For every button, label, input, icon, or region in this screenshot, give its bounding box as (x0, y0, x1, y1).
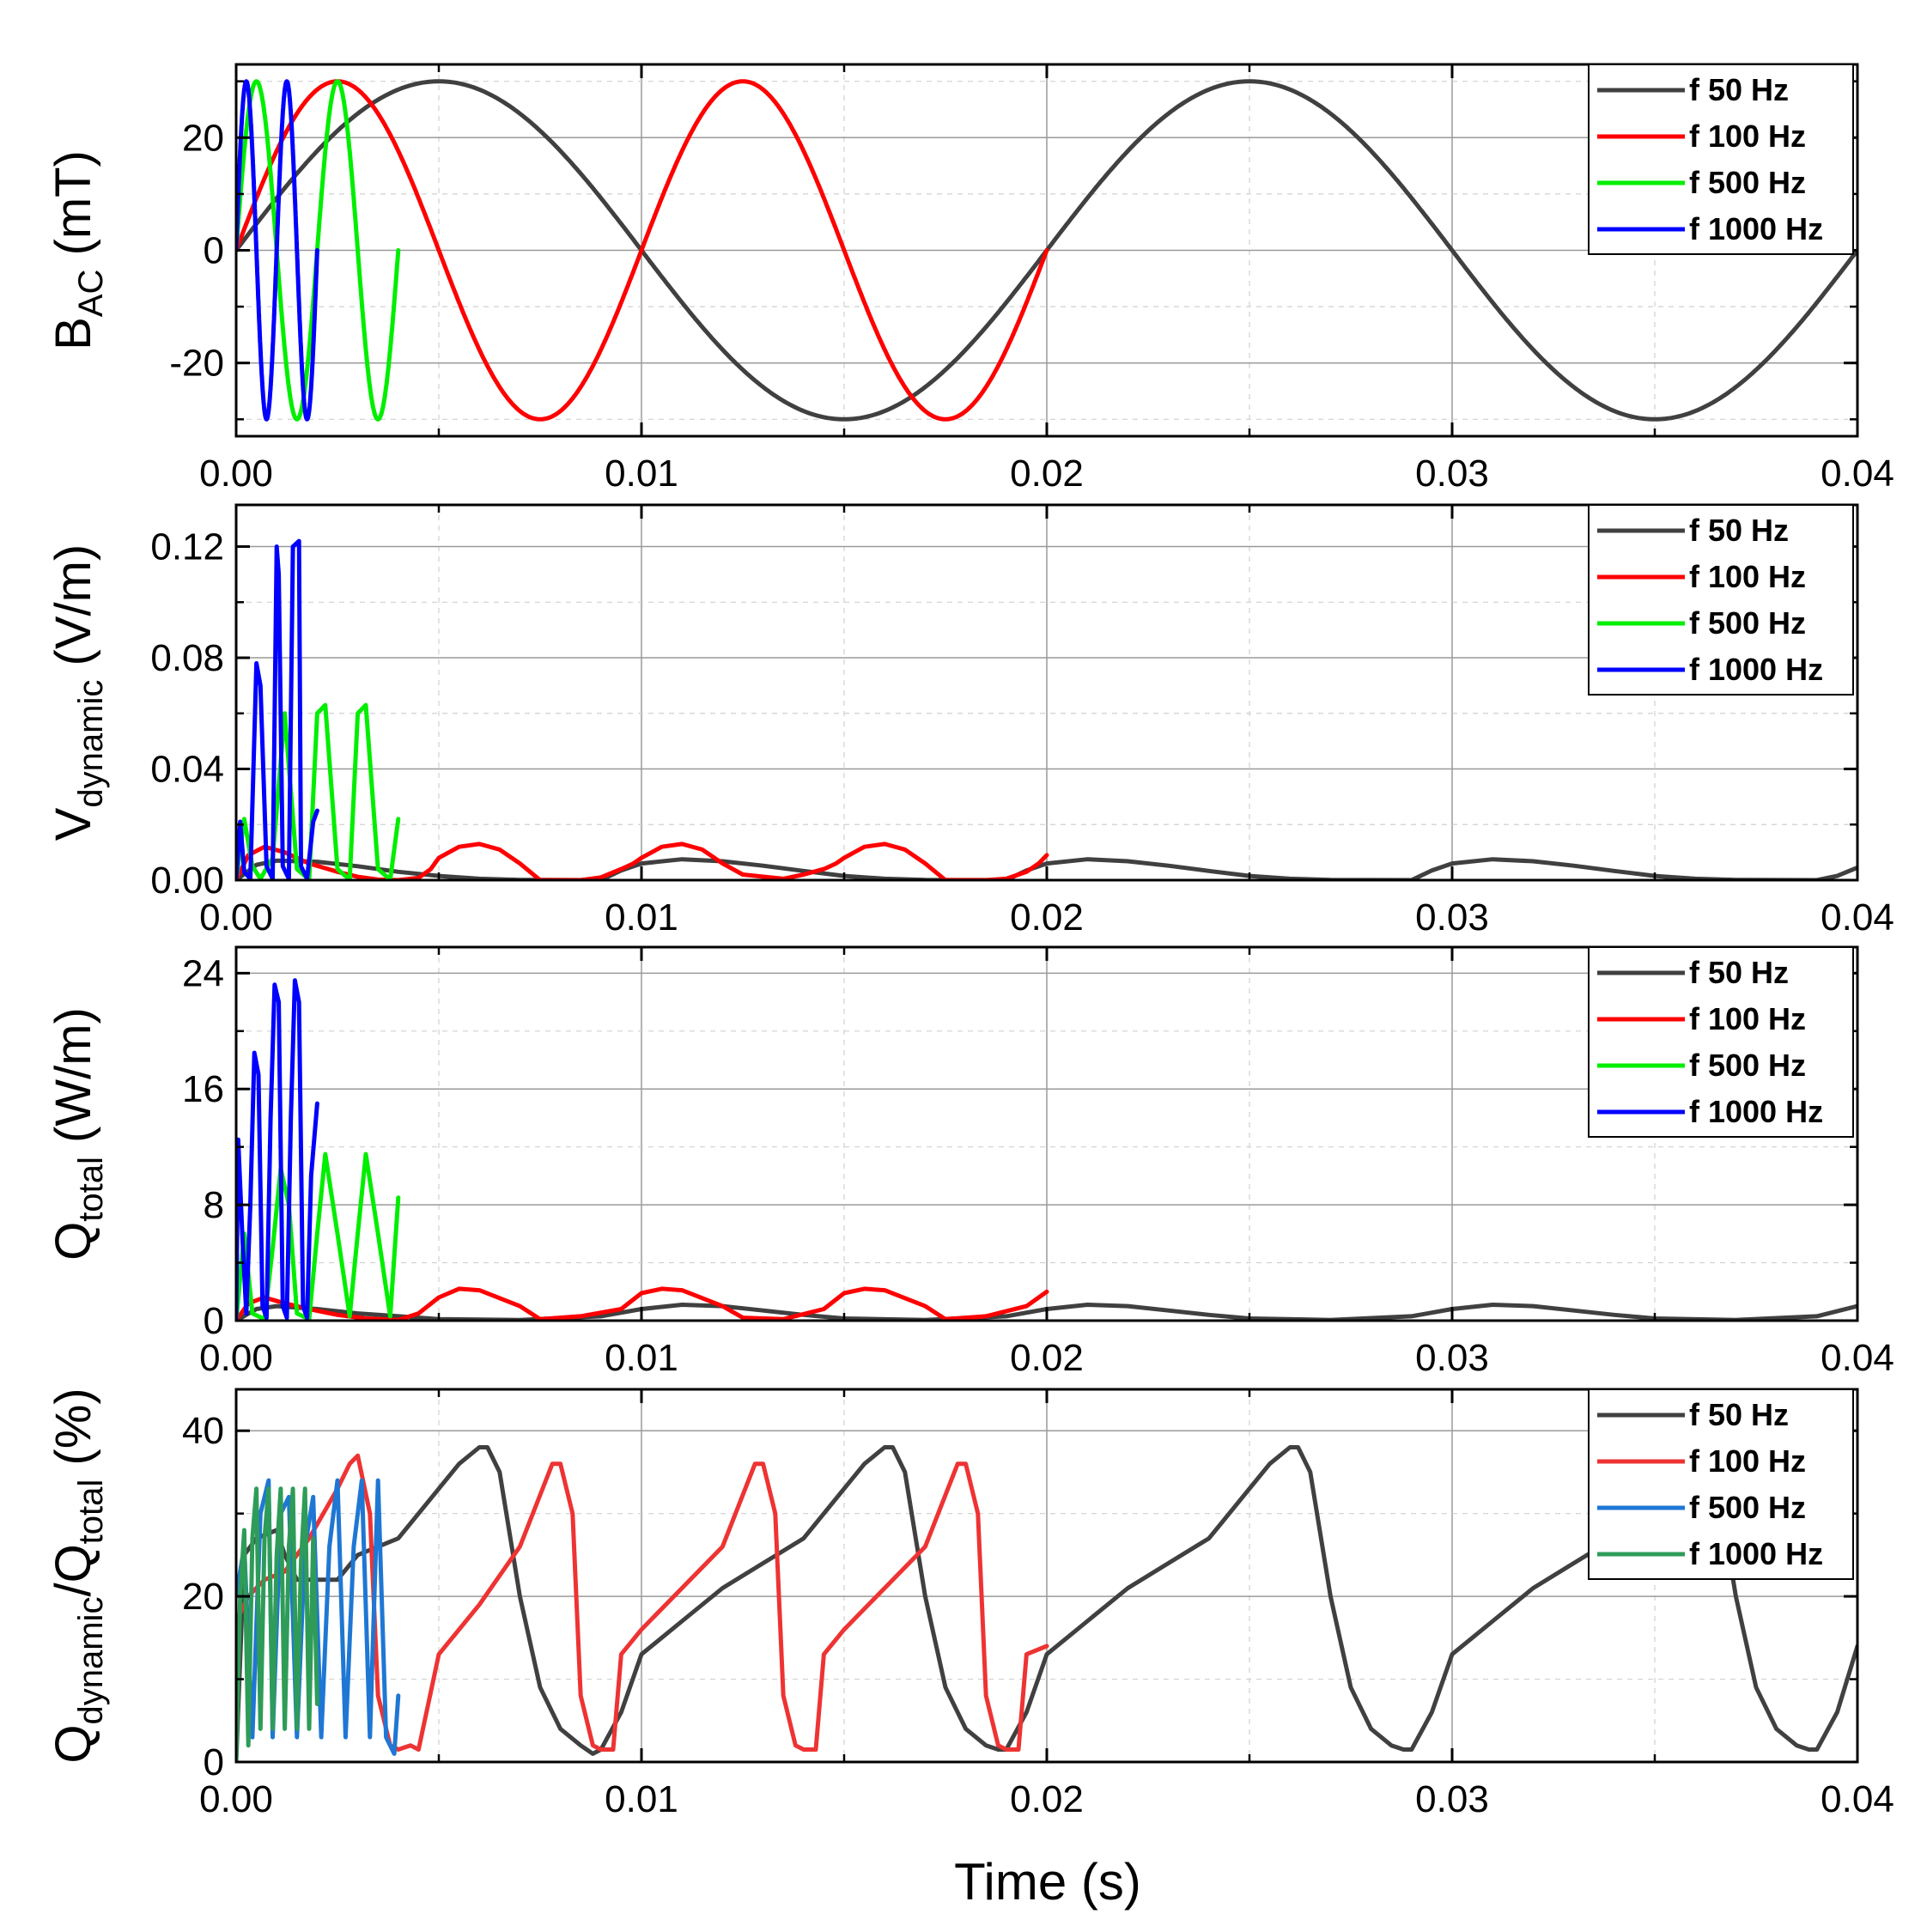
series-line-f-500-hz (236, 1151, 401, 1321)
legend-entry: f 1000 Hz (1689, 1094, 1823, 1129)
legend-entry: f 1000 Hz (1689, 211, 1823, 246)
panel-ratio: 0.00 0.01 0.02 0.03 0.04 0 20 40 Qdynamic/Qtotal… (46, 1388, 1894, 1820)
y-axis-title: Vdynamic (V/m) (46, 544, 110, 841)
x-tick-label: 0.00 (199, 1778, 273, 1820)
y-tick-label: 20 (182, 117, 224, 159)
x-tick-label: 0.03 (1415, 1778, 1489, 1820)
y-tick-label: 20 (182, 1576, 224, 1618)
series-line-f-1000-hz (236, 1486, 319, 1762)
x-tick-label: 0.02 (1010, 453, 1084, 495)
legend-entry: f 1000 Hz (1689, 1536, 1823, 1571)
legend-entry: f 100 Hz (1689, 118, 1806, 154)
legend-entry: f 50 Hz (1689, 955, 1789, 990)
x-tick-label: 0.01 (605, 1778, 678, 1820)
x-tick-label: 0.00 (199, 896, 273, 939)
series-line-f-1000-hz (236, 79, 319, 422)
x-tick-label: 0.02 (1010, 896, 1084, 939)
legend-entry: f 1000 Hz (1689, 652, 1823, 687)
x-tick-label: 0.03 (1415, 453, 1489, 495)
legend-entry: f 100 Hz (1689, 1443, 1806, 1479)
x-tick-label: 0.04 (1821, 1778, 1894, 1820)
series-group (236, 978, 1857, 1321)
x-tick-label: 0.01 (605, 896, 678, 939)
y-tick-label: 8 (204, 1184, 224, 1226)
series-line-f-100-hz (236, 1286, 1049, 1321)
x-tick-label: 0.00 (199, 453, 273, 495)
legend-box (1588, 1388, 1854, 1580)
y-tick-label: 0 (204, 230, 224, 272)
y-tick-label: 0.00 (150, 860, 224, 902)
y-tick-label: 0.08 (150, 637, 224, 679)
x-tick-label: 0.04 (1821, 896, 1894, 939)
y-tick-label: 16 (182, 1068, 224, 1110)
x-axis-title: Time (s) (954, 1853, 1141, 1911)
legend-entry: f 500 Hz (1689, 605, 1806, 641)
x-tick-label: 0.03 (1415, 896, 1489, 939)
legend-box (1588, 64, 1854, 255)
x-tick-label: 0.04 (1821, 1337, 1894, 1379)
y-tick-label: 24 (182, 952, 224, 994)
panel-vdyn: 0.00 0.01 0.02 0.03 0.04 0.00 0.04 0.08 0.12 Vdyn… (46, 503, 1894, 939)
y-axis-title: Qtotal (W/m) (46, 1007, 110, 1261)
series-line-f-1000-hz (236, 978, 319, 1321)
legend-entry: f 50 Hz (1689, 72, 1789, 107)
series-line-f-50-hz (236, 1303, 1857, 1321)
y-tick-label: 0.12 (150, 526, 224, 568)
x-tick-label: 0.00 (199, 1337, 273, 1379)
legend-entry: f 500 Hz (1689, 1490, 1806, 1525)
panel-qtot: 0.00 0.01 0.02 0.03 0.04 0 8 16 24 Qtotal (W/m) f … (46, 945, 1894, 1379)
x-tick-label: 0.02 (1010, 1337, 1084, 1379)
x-tick-label: 0.04 (1821, 453, 1894, 495)
legend: f 50 Hz f 100 Hz f 500 Hz f 1000 Hz (1588, 504, 1854, 696)
y-tick-label: 40 (182, 1410, 224, 1452)
y-tick-label: 0 (204, 1300, 224, 1342)
legend-box (1588, 504, 1854, 696)
legend-entry: f 50 Hz (1689, 513, 1789, 548)
series-line-f-100-hz (236, 1453, 1049, 1752)
legend-entry: f 500 Hz (1689, 165, 1806, 200)
series-line-f-100-hz (236, 79, 1049, 422)
legend: f 50 Hz f 100 Hz f 500 Hz f 1000 Hz (1588, 1388, 1854, 1580)
legend-entry: f 500 Hz (1689, 1048, 1806, 1083)
y-axis-title: Qdynamic/Qtotal (%) (46, 1388, 110, 1763)
x-tick-label: 0.02 (1010, 1778, 1084, 1820)
panel-bac: 0.00 0.01 0.02 0.03 0.04 -20 0 20 BAC (mT) f 50 H… (46, 63, 1894, 495)
x-tick-label: 0.01 (605, 1337, 678, 1379)
legend-entry: f 50 Hz (1689, 1397, 1789, 1432)
x-tick-label: 0.01 (605, 453, 678, 495)
y-tick-label: -20 (169, 343, 224, 385)
series-line-f-1000-hz (236, 538, 319, 880)
legend: f 50 Hz f 100 Hz f 500 Hz f 1000 Hz (1588, 64, 1854, 255)
legend-box (1588, 946, 1854, 1138)
y-tick-label: 0 (204, 1741, 224, 1783)
y-tick-label: 0.04 (150, 749, 224, 791)
legend-entry: f 100 Hz (1689, 1001, 1806, 1036)
series-line-f-500-hz (236, 702, 401, 880)
legend-entry: f 100 Hz (1689, 559, 1806, 594)
x-tick-label: 0.03 (1415, 1337, 1489, 1379)
y-axis-title: BAC (mT) (46, 150, 110, 350)
series-group (236, 79, 1857, 422)
legend: f 50 Hz f 100 Hz f 500 Hz f 1000 Hz (1588, 946, 1854, 1138)
